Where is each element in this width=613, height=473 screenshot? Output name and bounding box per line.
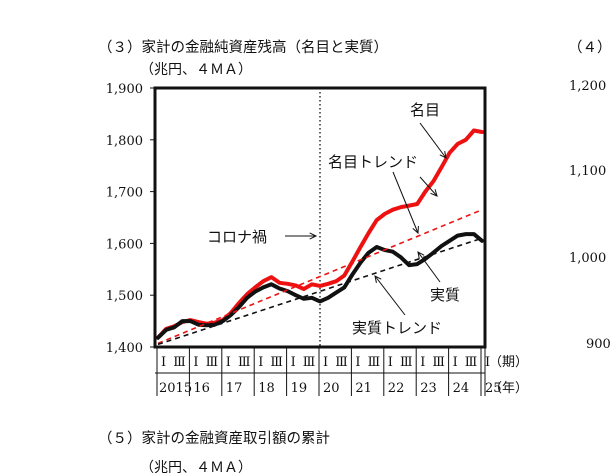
- year-label: 23: [420, 381, 437, 396]
- arrow-nominal: [419, 122, 447, 159]
- panel4-ytick-1200: 1,200: [569, 79, 606, 94]
- panel5-unit: （兆円、４ＭＡ）: [140, 460, 252, 473]
- panel3-unit: （兆円、４ＭＡ）: [140, 62, 252, 78]
- annotation-label: 実質: [430, 286, 460, 304]
- annotation-label: 名目トレンド: [328, 153, 418, 171]
- y-tick-label: 1,900: [106, 82, 143, 97]
- arrow-covid-head: [309, 232, 318, 240]
- arrow-real-trend: [374, 275, 406, 316]
- annotation-label: 名目: [410, 101, 440, 119]
- panel4-ytick-900: 900: [586, 337, 611, 352]
- panel5-title: （５）家計の金融資産取引額の累計: [98, 430, 330, 447]
- quarter-label: Ⅲ: [270, 355, 283, 370]
- year-label: 18: [258, 381, 275, 396]
- quarter-label: Ⅲ: [465, 355, 478, 370]
- annotation-label: コロナ禍: [207, 228, 267, 246]
- y-tick-label: 1,700: [106, 186, 143, 201]
- arrow-nominal-head: [439, 151, 447, 159]
- y-axis: 1,400 1,500 1,600 1,700 1,800 1,900: [106, 82, 155, 356]
- quarter-label: Ⅲ: [335, 355, 348, 370]
- quarter-label: Ⅲ: [238, 355, 251, 370]
- period-label: （期）: [489, 355, 528, 370]
- year-axis-label: （年）: [489, 381, 528, 396]
- quarter-label: Ⅰ: [420, 355, 425, 370]
- quarter-label: Ⅲ: [303, 355, 316, 370]
- arrow-real: [417, 251, 441, 283]
- panel4-ytick-1000: 1,000: [569, 251, 606, 266]
- arrow-real-trend-head: [374, 275, 382, 283]
- year-label: 2015: [159, 381, 192, 396]
- trend-line-2: [157, 208, 483, 345]
- y-tick-label: 1,800: [106, 134, 143, 149]
- quarter-label: Ⅰ: [193, 355, 198, 370]
- year-label: 24: [453, 381, 470, 396]
- year-label: 17: [226, 381, 243, 396]
- lines-layer: [156, 88, 484, 347]
- year-label: 21: [355, 381, 372, 396]
- panel3-title: （３）家計の金融純資産残高（名目と実質）: [98, 38, 388, 56]
- y-tick-label: 1,500: [106, 289, 143, 304]
- quarter-label: Ⅲ: [368, 355, 381, 370]
- quarter-label: Ⅲ: [206, 355, 219, 370]
- trend-line-3: [157, 237, 483, 346]
- y-tick-label: 1,600: [106, 237, 143, 252]
- panel4-ytick-1100: 1,100: [569, 164, 606, 179]
- series-line-1: [156, 232, 484, 340]
- arrow-nominal-trend-a-head: [412, 225, 419, 235]
- quarter-label: Ⅰ: [226, 355, 231, 370]
- quarter-label: Ⅲ: [173, 355, 186, 370]
- annotation-label: 実質トレンド: [352, 319, 442, 337]
- year-label: 25: [485, 381, 502, 396]
- quarter-label: Ⅰ: [258, 355, 263, 370]
- quarter-label: Ⅰ: [291, 355, 296, 370]
- quarter-label: Ⅰ: [388, 355, 393, 370]
- year-label: 22: [388, 381, 405, 396]
- panel4-title: （４）: [568, 39, 612, 56]
- arrow-nominal-trend-b: [419, 176, 438, 197]
- year-label: 16: [193, 381, 210, 396]
- year-label: 20: [323, 381, 340, 396]
- arrow-nominal-trend-a: [392, 171, 419, 234]
- quarter-label: Ⅰ: [323, 355, 328, 370]
- quarter-label: Ⅰ: [161, 355, 166, 370]
- quarter-label: Ⅰ: [485, 355, 490, 370]
- arrow-real-head: [417, 251, 425, 259]
- arrow-nominal-trend-b-head: [430, 189, 438, 197]
- year-label: 19: [291, 381, 308, 396]
- quarter-label: Ⅰ: [453, 355, 458, 370]
- plot-frame: [153, 86, 487, 349]
- quarter-label: Ⅲ: [400, 355, 413, 370]
- quarter-label: Ⅰ: [355, 355, 360, 370]
- y-tick-label: 1,400: [106, 341, 143, 356]
- quarter-label: Ⅲ: [432, 355, 445, 370]
